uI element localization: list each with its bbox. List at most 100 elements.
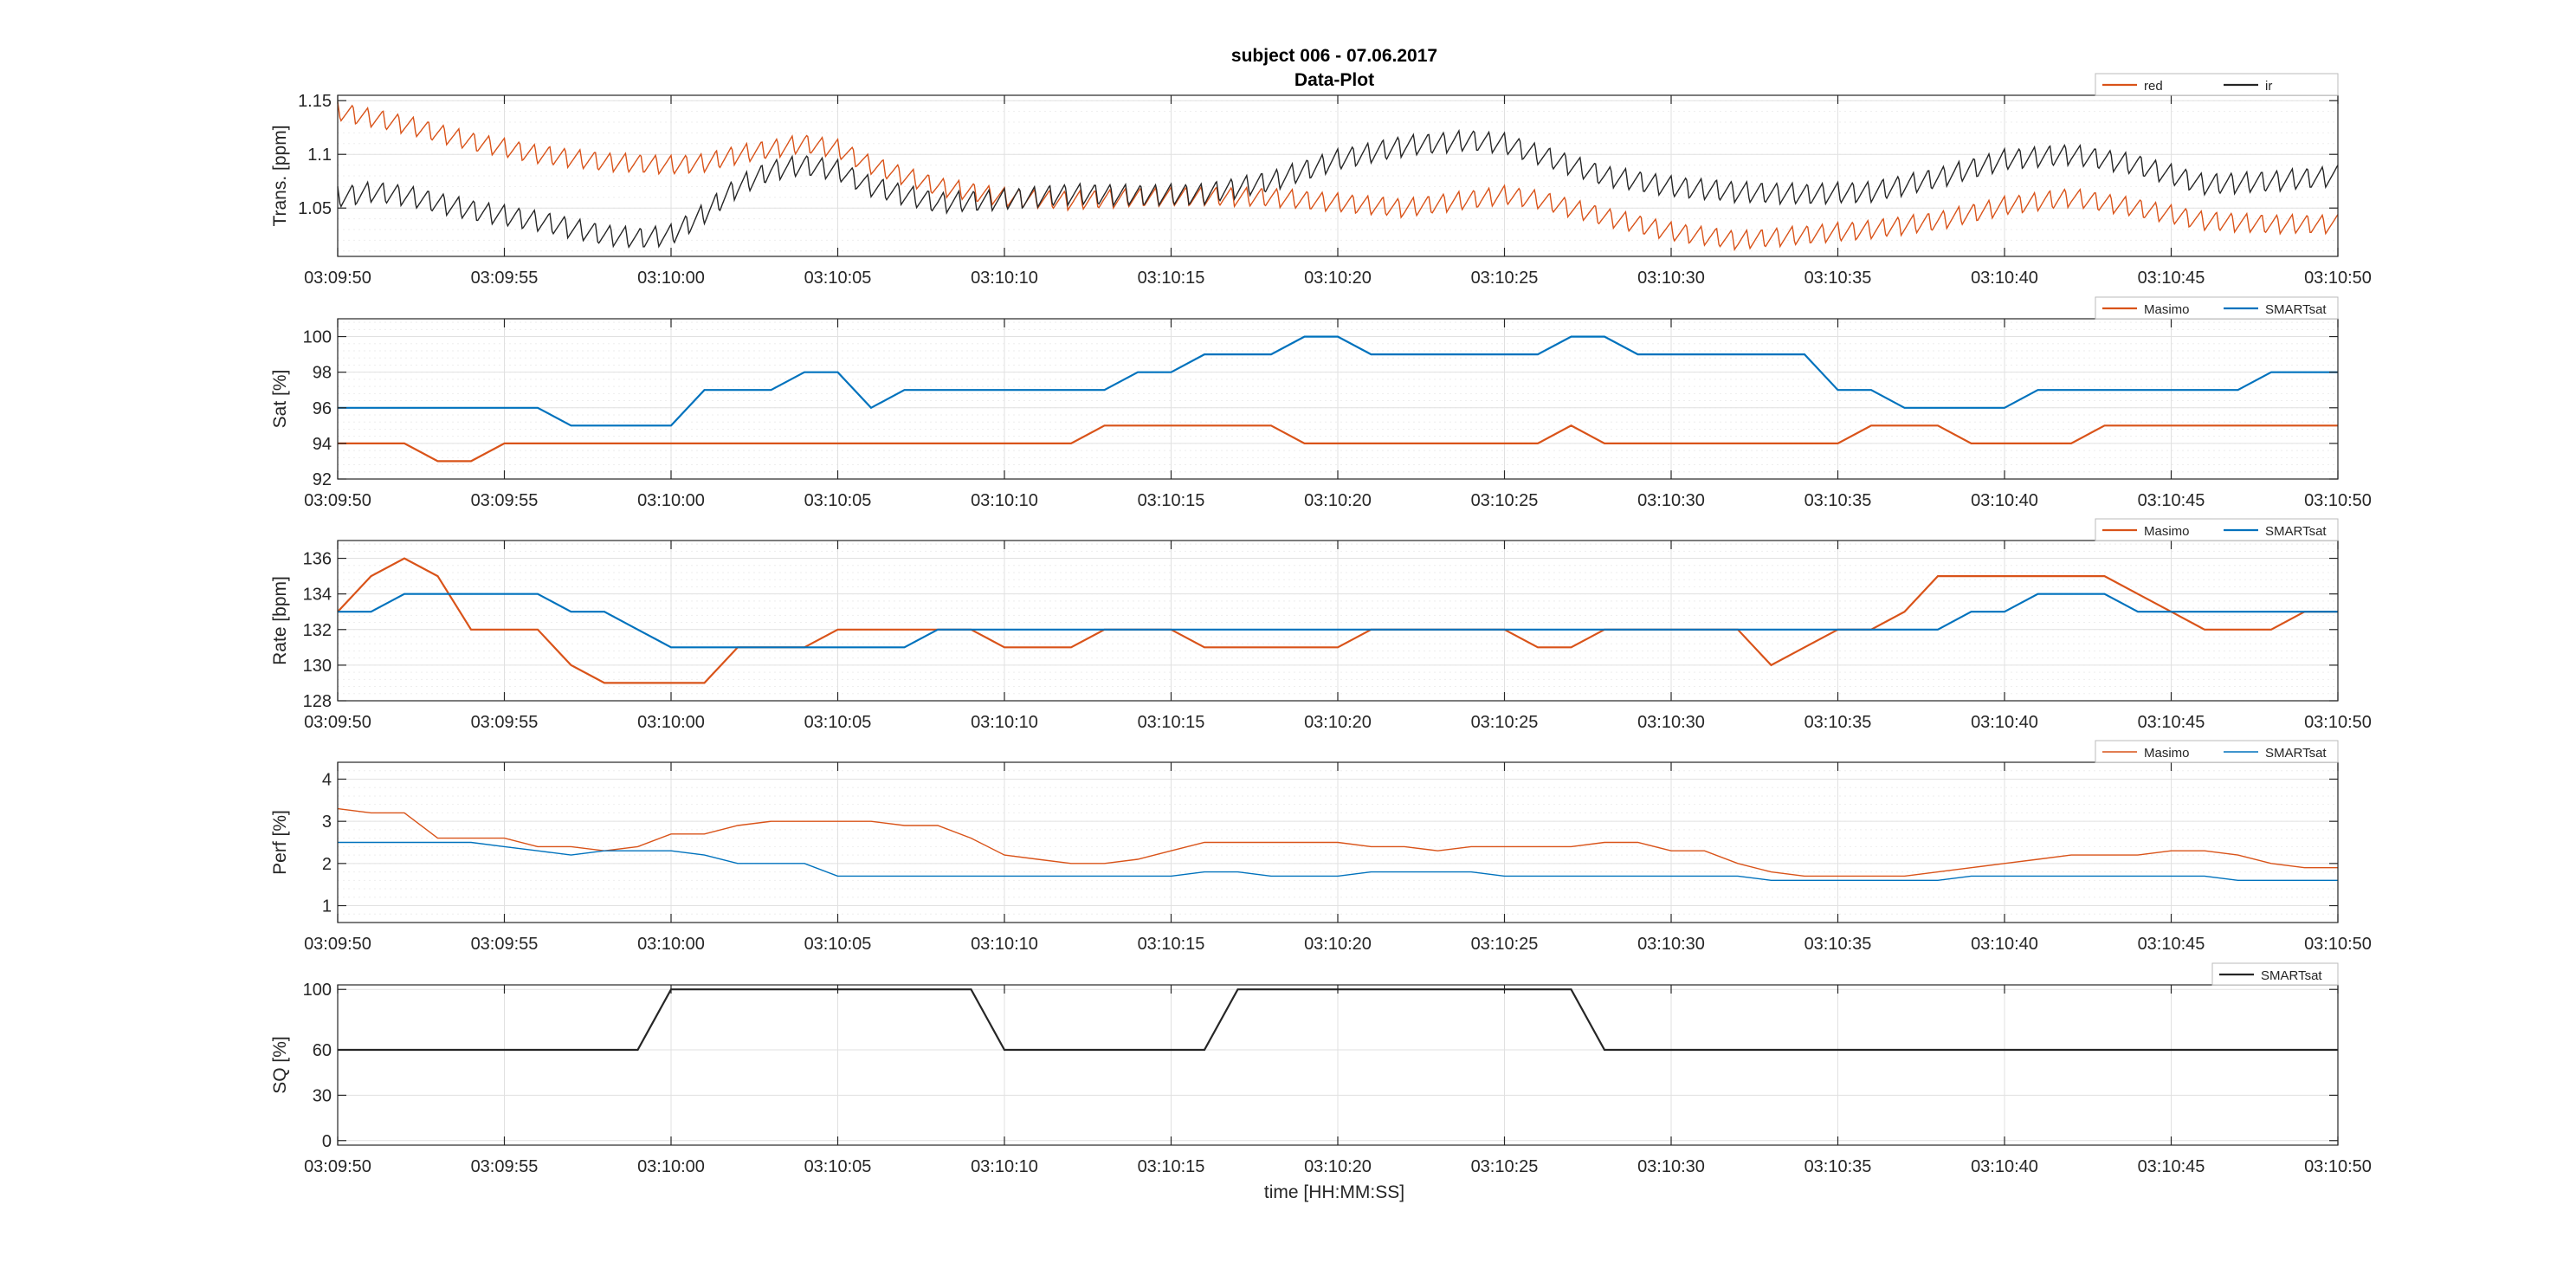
x-tick-label: 03:10:30 [1637,491,1705,510]
series-group [338,988,2338,1052]
ticks: 03:09:50 03:09:55 03:10:00 03:10:05 03:10:10… [304,762,2372,954]
x-tick-label: 03:10:50 [2304,935,2372,954]
y-tick-label: 100 [303,328,332,347]
x-tick-label: 03:10:30 [1637,935,1705,954]
legend: Masimo SMARTsat [2095,740,2339,763]
legend-label: red [2144,79,2163,94]
legend-label: ir [2265,79,2272,94]
x-tick-label: 03:10:25 [1471,713,1539,732]
x-tick-label: 03:10:45 [2138,491,2205,510]
x-tick-label: 03:10:35 [1804,935,1872,954]
x-tick-label: 03:10:35 [1804,1157,1872,1176]
x-tick-label: 03:10:40 [1971,1157,2038,1176]
x-tick-label: 03:10:35 [1804,491,1872,510]
series-line-masimo [337,807,2338,877]
y-tick-label: 60 [313,1041,332,1060]
y-tick-label: 2 [322,855,332,874]
subplot-stack: 03:09:50 03:09:55 03:10:00 03:10:05 03:10:10… [270,73,2372,1176]
legend-label: SMARTsat [2265,746,2327,761]
x-tick-label: 03:10:25 [1471,1157,1539,1176]
x-tick-label: 03:10:40 [1971,713,2038,732]
series-line-ir [337,128,2339,249]
x-tick-label: 03:10:05 [804,491,872,510]
ticks: 03:09:50 03:09:55 03:10:00 03:10:05 03:10:10… [298,92,2372,288]
x-tick-label: 03:10:05 [804,269,872,288]
series-line-masimo [338,424,2338,463]
x-tick-label: 03:09:55 [471,713,539,732]
x-tick-label: 03:09:50 [304,935,371,954]
subplot-rate: 03:09:50 03:09:55 03:10:00 03:10:05 03:10:10… [270,518,2372,732]
x-tick-label: 03:09:55 [471,491,539,510]
y-tick-label: 1.05 [298,199,332,218]
x-tick-label: 03:10:35 [1804,269,1872,288]
x-tick-label: 03:10:50 [2304,269,2372,288]
ticks: 03:09:50 03:09:55 03:10:00 03:10:05 03:10:10… [303,541,2372,732]
y-tick-label: 100 [303,981,332,1000]
ticks: 03:09:50 03:09:55 03:10:00 03:10:05 03:10:10… [303,981,2372,1176]
y-tick-label: 1.15 [298,92,332,111]
x-tick-label: 03:10:10 [971,491,1038,510]
legend-label: SMARTsat [2261,968,2322,983]
x-tick-label: 03:10:25 [1471,935,1539,954]
series-line-red [337,101,2339,252]
major-grid [337,541,2339,702]
x-tick-label: 03:09:50 [304,269,371,288]
legend-box [2211,962,2339,986]
x-tick-label: 03:10:40 [1971,269,2038,288]
legend-label: Masimo [2144,746,2190,761]
y-tick-label: 3 [322,813,332,832]
x-tick-label: 03:10:30 [1637,713,1705,732]
x-tick-label: 03:09:55 [471,269,539,288]
x-tick-label: 03:10:20 [1304,935,1372,954]
x-tick-label: 03:10:25 [1471,491,1539,510]
legend-label: SMARTsat [2265,302,2327,317]
y-axis-label: Perf [%] [270,810,290,875]
y-tick-label: 1 [322,897,332,916]
legend-label: Masimo [2144,524,2190,539]
x-tick-label: 03:10:50 [2304,1157,2372,1176]
x-tick-label: 03:10:15 [1138,491,1205,510]
x-tick-label: 03:10:20 [1304,1157,1372,1176]
x-tick-label: 03:10:45 [2138,935,2205,954]
legend: SMARTsat [2211,962,2339,986]
x-tick-label: 03:10:20 [1304,491,1372,510]
series-line-masimo [337,557,2338,684]
y-tick-label: 134 [303,586,332,605]
x-tick-label: 03:10:20 [1304,269,1372,288]
x-tick-label: 03:10:10 [971,935,1038,954]
x-tick-label: 03:10:25 [1471,269,1539,288]
x-tick-label: 03:10:10 [971,713,1038,732]
y-tick-label: 1.1 [307,146,332,165]
x-tick-label: 03:10:15 [1138,269,1205,288]
subplot-sq: 03:09:50 03:09:55 03:10:00 03:10:05 03:10:10… [270,962,2372,1176]
subplot-trans: 03:09:50 03:09:55 03:10:00 03:10:05 03:10:10… [270,73,2372,288]
y-tick-label: 128 [303,692,332,711]
x-tick-label: 03:10:00 [637,1157,705,1176]
series-line-smartsat [338,592,2338,649]
x-tick-label: 03:10:50 [2304,491,2372,510]
x-tick-label: 03:10:35 [1804,713,1872,732]
x-tick-label: 03:10:20 [1304,713,1372,732]
x-tick-label: 03:10:30 [1637,269,1705,288]
series-line-smartsat [338,335,2338,427]
figure-title: subject 006 - 07.06.2017 [1231,46,1437,66]
series-group [337,557,2338,684]
series-group [338,335,2338,463]
major-grid [337,985,2339,1145]
legend-label: Masimo [2144,302,2190,317]
y-tick-label: 0 [322,1132,332,1151]
legend-label: SMARTsat [2265,524,2327,539]
subplot-sat: 03:09:50 03:09:55 03:10:00 03:10:05 03:10:10… [270,296,2372,510]
series-group [337,101,2339,252]
x-tick-label: 03:10:45 [2138,713,2205,732]
x-axis-label: time [HH:MM:SS] [1264,1182,1404,1202]
x-tick-label: 03:10:00 [637,491,705,510]
x-tick-label: 03:10:00 [637,713,705,732]
y-tick-label: 98 [313,364,332,383]
x-tick-label: 03:10:15 [1138,713,1205,732]
x-tick-label: 03:10:40 [1971,491,2038,510]
y-tick-label: 4 [322,770,332,789]
major-grid [337,319,2339,480]
x-tick-label: 03:10:05 [804,1157,872,1176]
series-line-smartsat [338,841,2338,881]
